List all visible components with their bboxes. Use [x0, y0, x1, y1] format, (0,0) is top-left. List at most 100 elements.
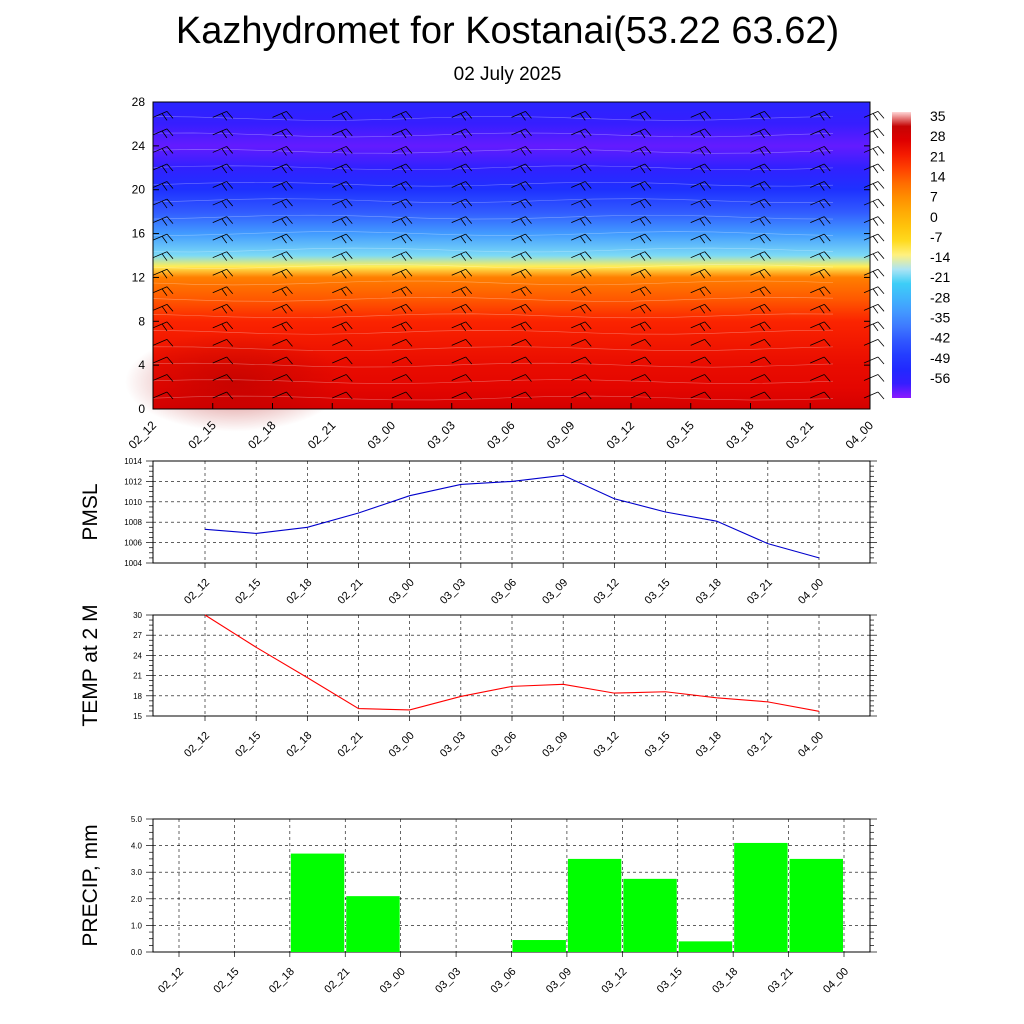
isotherm-line — [152, 379, 834, 384]
barb-flag — [579, 218, 586, 226]
wind-barb — [511, 198, 532, 209]
barb-flag — [823, 198, 831, 207]
barb-staff — [863, 251, 879, 259]
wind-barb — [332, 163, 353, 174]
y-tick-label: 30 — [133, 611, 142, 620]
wind-barb — [391, 198, 413, 209]
x-tick-label: 04_00 — [796, 577, 826, 607]
barb-flag — [400, 148, 407, 156]
barb-staff — [630, 321, 646, 329]
x-tick-label: 03_03 — [438, 577, 468, 607]
barb-staff — [571, 110, 586, 118]
isotherm-line — [152, 329, 834, 335]
barb-staff — [212, 251, 227, 259]
barb-flag — [584, 216, 592, 224]
wind-barb — [750, 391, 771, 400]
barb-flag — [520, 253, 526, 261]
wind-barb — [863, 198, 885, 209]
barb-flag — [281, 323, 287, 332]
barb-flag — [161, 113, 168, 121]
barb-staff — [630, 268, 646, 276]
barb-staff — [511, 110, 526, 118]
isotherm-line — [152, 264, 834, 269]
x-tick-label: 02_21 — [322, 966, 352, 996]
panel-frame — [152, 460, 871, 564]
barb-flag — [221, 323, 228, 332]
barb-flag — [465, 391, 473, 400]
barb-flag — [345, 356, 353, 365]
wind-barb — [152, 198, 174, 209]
wind-barb — [571, 286, 592, 297]
barb-staff — [571, 339, 586, 346]
barb-flag — [764, 163, 771, 172]
barb-staff — [272, 339, 287, 346]
barb-staff — [630, 216, 646, 223]
x-tick-label: 03_00 — [365, 418, 399, 452]
barb-staff — [810, 339, 825, 346]
barb-flag — [286, 163, 293, 172]
barb-flag — [221, 165, 228, 174]
barb-flag — [465, 198, 473, 207]
barb-flag — [579, 113, 586, 121]
barb-staff — [863, 128, 879, 136]
barb-flag — [818, 183, 825, 191]
barb-flag — [525, 111, 532, 119]
barb-flag — [525, 268, 532, 277]
barb-flag — [281, 218, 287, 226]
wind-barb — [391, 268, 413, 279]
wind-barb — [511, 146, 532, 156]
barb-staff — [750, 321, 765, 329]
barb-flag — [525, 251, 532, 259]
barb-flag — [764, 374, 771, 382]
barb-flag — [704, 321, 712, 330]
barb-staff — [810, 303, 825, 311]
barb-staff — [690, 198, 705, 206]
barb-staff — [451, 303, 466, 311]
barb-staff — [152, 374, 168, 381]
barb-flag — [226, 374, 234, 382]
barb-flag — [584, 321, 592, 330]
barb-flag — [161, 323, 168, 332]
wind-barb — [212, 163, 234, 174]
barb-staff — [511, 286, 526, 294]
wind-barb — [571, 146, 592, 156]
barb-flag — [460, 183, 467, 191]
barb-staff — [750, 146, 765, 153]
barb-flag — [226, 181, 234, 189]
barb-flag — [877, 304, 885, 312]
wind-barb — [152, 233, 174, 244]
barb-flag — [286, 233, 293, 242]
wind-barb — [863, 110, 885, 121]
barb-staff — [332, 128, 347, 136]
barb-flag — [286, 321, 293, 330]
wind-barb — [152, 163, 174, 174]
x-tick-label: 03_15 — [643, 730, 673, 760]
y-tick-label: 24 — [133, 651, 142, 660]
barb-staff — [391, 128, 407, 136]
barb-flag — [872, 165, 879, 174]
wind-barb — [152, 268, 174, 279]
y-tick-label: 1008 — [124, 518, 142, 527]
barb-staff — [511, 216, 526, 223]
barb-flag — [286, 339, 293, 347]
barb-staff — [630, 128, 646, 136]
wind-barb — [332, 303, 353, 314]
barb-staff — [690, 233, 705, 241]
colorbar-label: -42 — [930, 330, 950, 346]
barb-flag — [226, 339, 234, 347]
y-tick-label: 16 — [132, 227, 146, 241]
barb-flag — [400, 183, 407, 191]
barb-staff — [272, 303, 287, 311]
wind-barb — [690, 181, 712, 191]
barb-flag — [699, 306, 706, 314]
barb-flag — [877, 198, 885, 207]
x-tick-label: 02_15 — [233, 730, 263, 760]
x-tick-label: 03_12 — [604, 418, 638, 452]
barb-flag — [465, 251, 473, 259]
wind-barb — [272, 163, 293, 174]
barb-staff — [391, 146, 407, 153]
wind-barb — [810, 268, 831, 279]
wind-barb — [511, 303, 532, 314]
barb-flag — [644, 268, 652, 277]
